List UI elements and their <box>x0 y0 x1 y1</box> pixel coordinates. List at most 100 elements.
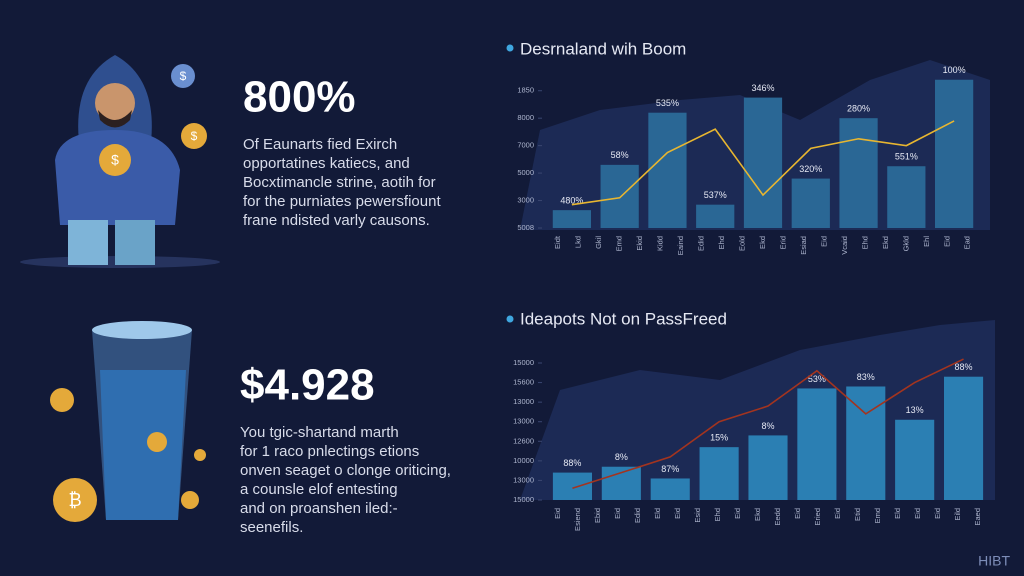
x-tick-label: Ehd <box>713 508 722 521</box>
body-line: for the purniates pewersfiount <box>243 193 441 210</box>
bar-annotation: 83% <box>857 372 875 382</box>
bar <box>797 388 837 500</box>
x-tick-label: Eid <box>933 508 942 519</box>
bar-annotation: 320% <box>799 164 822 174</box>
y-tick-label: 1850 <box>517 86 534 95</box>
y-tick-label: 5008 <box>517 223 534 232</box>
x-tick-label: Ehd <box>717 236 726 249</box>
x-tick-label: Eid <box>673 508 682 519</box>
watermark: HIBT <box>978 553 1010 569</box>
chart-title: Ideapots Not on PassFreed <box>520 309 727 328</box>
bar-annotation: 8% <box>761 421 774 431</box>
x-tick-label: Eld <box>653 508 662 519</box>
x-tick-label: Eid <box>733 508 742 519</box>
bar <box>552 472 592 500</box>
bar <box>696 204 735 228</box>
bar <box>600 164 639 228</box>
x-tick-label: Eid <box>913 508 922 519</box>
bar-annotation: 535% <box>656 98 679 108</box>
y-tick-label: 12600 <box>513 436 534 445</box>
bar <box>846 386 886 500</box>
bar <box>839 118 878 228</box>
x-tick-label: Etid <box>853 508 862 521</box>
hooded-figure: $ $ $ <box>20 55 220 268</box>
bar-annotation: 88% <box>563 458 581 468</box>
bar-annotation: 15% <box>710 433 728 443</box>
svg-text:$: $ <box>191 129 198 143</box>
y-tick-label: 5000 <box>517 168 534 177</box>
x-tick-label: Eid <box>942 236 951 247</box>
bar-annotation: 87% <box>661 464 679 474</box>
y-tick-label: 7000 <box>517 141 534 150</box>
y-tick-label: 3000 <box>517 196 534 205</box>
x-tick-label: Eild <box>953 508 962 521</box>
x-tick-label: Ekd <box>758 236 767 249</box>
x-tick-label: Ead <box>963 236 972 249</box>
x-tick-label: Eidt <box>553 235 562 249</box>
bar <box>699 447 739 500</box>
body-line: You tgic-shartand marth <box>240 424 399 441</box>
x-tick-label: Gkld <box>901 236 910 251</box>
y-tick-label: 13000 <box>513 475 534 484</box>
x-tick-label: Eold <box>738 236 747 251</box>
body-line: for 1 raco pnlectings etions <box>240 443 419 460</box>
x-tick-label: Ebid <box>593 508 602 523</box>
x-tick-label: Eid <box>819 236 828 247</box>
y-tick-label: 8000 <box>517 113 534 122</box>
bar <box>944 376 984 500</box>
x-tick-label: Esiend <box>573 508 582 531</box>
svg-text:$: $ <box>180 69 187 83</box>
body-line: opportatines katiecs, and <box>243 155 410 172</box>
bar <box>887 166 926 228</box>
bar-annotation: 100% <box>943 65 966 75</box>
x-tick-label: Eid <box>553 508 562 519</box>
x-tick-label: Esid <box>693 508 702 523</box>
x-tick-label: Kidd <box>656 236 665 251</box>
x-tick-label: Eedd <box>773 508 782 526</box>
bar <box>791 178 830 228</box>
bar-annotation: 280% <box>847 104 870 114</box>
body-line: seenefils. <box>240 519 303 536</box>
x-tick-label: Edid <box>633 508 642 523</box>
bar-annotation: 8% <box>615 452 628 462</box>
body-line: frane ndisted varly causons. <box>243 212 430 229</box>
x-tick-label: Edid <box>697 236 706 251</box>
headline: $4.928 <box>240 361 375 410</box>
bar-annotation: 551% <box>895 152 918 162</box>
bullet <box>506 315 514 323</box>
bar <box>895 419 935 500</box>
x-tick-label: Eld <box>893 508 902 519</box>
bar <box>552 210 591 228</box>
chart-title: Desrnaland wih Boom <box>520 39 686 58</box>
x-tick-label: Eid <box>793 508 802 519</box>
bar <box>743 97 783 228</box>
trend-line <box>572 358 964 490</box>
bar <box>748 435 788 500</box>
bar-annotation: 58% <box>611 150 629 160</box>
y-tick-label: 13000 <box>513 397 534 406</box>
x-tick-label: Emd <box>615 236 624 251</box>
x-tick-label: Esiad <box>799 236 808 255</box>
bullet <box>506 44 514 52</box>
bar-annotation: 480% <box>560 196 583 206</box>
x-tick-label: Gkil <box>594 236 603 249</box>
bar <box>935 79 974 228</box>
x-tick-label: Eid <box>613 508 622 519</box>
x-tick-label: Ehl <box>922 236 931 247</box>
trend-line <box>571 120 955 206</box>
bar-annotation: 53% <box>808 374 826 384</box>
x-tick-label: Ehd <box>860 236 869 249</box>
x-tick-label: Erid <box>778 236 787 249</box>
bar <box>648 112 687 228</box>
x-tick-label: Ekd <box>753 508 762 521</box>
x-tick-label: Ekid <box>635 236 644 251</box>
x-tick-label: Eid <box>833 508 842 519</box>
bar-annotation: 346% <box>751 83 774 93</box>
bar-annotation: 13% <box>906 405 924 415</box>
body-line: onven seaget o clonge oriticing, <box>240 462 451 479</box>
y-tick-label: 15600 <box>513 378 534 387</box>
bar <box>650 478 690 500</box>
y-tick-label: 15000 <box>513 495 534 504</box>
bar-annotation: 537% <box>704 190 727 200</box>
